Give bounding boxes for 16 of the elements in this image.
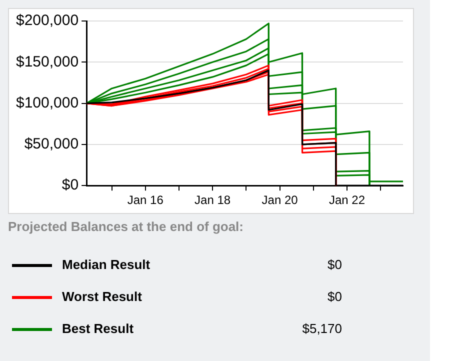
x-tick-label: Jan 18 [194,193,231,208]
text: $0 [326,256,342,274]
x-tick-label: Jan 20 [262,193,298,208]
y-tick-label: $100,000 [16,94,79,112]
legend-label: Best Result [62,320,135,338]
text: $0 [326,288,342,306]
legend-label: Median Result [62,256,152,274]
y-tick-label: $200,000 [16,12,79,30]
text: $5,170 [301,320,342,338]
text: Projected Balances at the end of goal: [8,219,244,234]
legend-label: Worst Result [62,288,143,306]
x-tick-label: Jan 22 [328,193,366,208]
x-tick-label: Jan 16 [127,193,164,208]
y-tick-label: $0 [62,176,79,194]
y-tick-label: $50,000 [24,136,79,153]
y-tick-label: $150,000 [16,53,79,70]
